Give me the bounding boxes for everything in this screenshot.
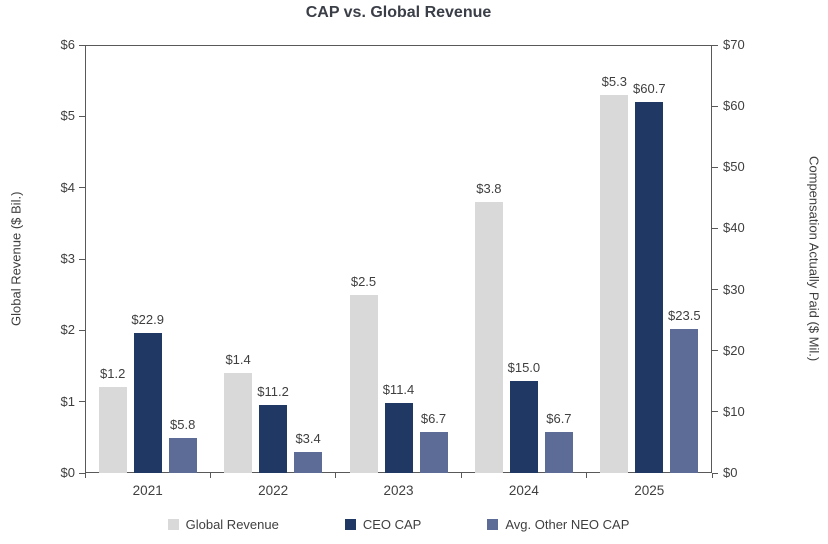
bar-value-label: $3.8 [476, 180, 502, 196]
left-axis-tick-label: $0 [60, 465, 75, 480]
right-axis-tick-label: $40 [723, 220, 745, 236]
x-axis-tick [586, 473, 588, 478]
right-axis-tick-label: $20 [723, 342, 745, 358]
right-axis-tick [712, 166, 718, 168]
x-axis-tick [711, 473, 713, 478]
bar-value-label: $23.5 [668, 308, 701, 324]
left-axis-tick [79, 472, 85, 474]
bar-value-label: $1.4 [225, 352, 251, 368]
legend: Global Revenue CEO CAP Avg. Other NEO CAP [85, 517, 712, 532]
right-axis-tick-label: $60 [723, 98, 745, 114]
bar-ceo-cap [635, 101, 664, 473]
left-axis-tick [79, 115, 85, 117]
x-axis-category-label: 2022 [258, 483, 289, 498]
bar-avg-other-neo-cap [294, 452, 323, 473]
bar-value-label: $2.5 [350, 273, 377, 289]
left-axis-tick [79, 401, 85, 403]
bar-global-revenue [224, 373, 253, 473]
legend-item-global-revenue: Global Revenue [167, 517, 279, 532]
right-axis-tick-label: $70 [723, 37, 745, 52]
legend-label: CEO CAP [362, 517, 422, 532]
bar-ceo-cap [509, 381, 538, 473]
bar-value-label: $6.7 [420, 411, 447, 427]
bar-value-label: $5.3 [601, 73, 627, 89]
bar-global-revenue [600, 94, 629, 473]
right-axis-tick [712, 472, 718, 474]
left-axis-tick-label: $3 [60, 251, 75, 266]
bar-value-label: $11.4 [382, 382, 415, 398]
bar-value-label: $6.7 [546, 411, 572, 427]
left-axis-tick [79, 44, 85, 46]
left-axis-tick-label: $6 [60, 37, 75, 52]
bar-value-label: $15.0 [507, 360, 541, 376]
x-axis-category-label: 2021 [132, 483, 163, 498]
bar-value-label: $5.8 [170, 416, 196, 432]
legend-label: Avg. Other NEO CAP [505, 517, 630, 532]
right-axis-tick [712, 44, 718, 46]
left-axis-tick-label: $1 [60, 393, 75, 409]
right-axis-tick [712, 227, 718, 229]
left-axis-tick [79, 258, 85, 260]
bar-value-label: $60.7 [633, 80, 666, 96]
legend-label: Global Revenue [185, 517, 279, 532]
legend-swatch-icon [167, 519, 179, 530]
right-axis-tick-label: $10 [723, 403, 745, 419]
bar-value-label: $3.4 [295, 431, 321, 447]
bar-value-label: $22.9 [131, 311, 164, 327]
bar-ceo-cap [259, 404, 288, 473]
bar-global-revenue [98, 387, 127, 473]
left-axis-tick-label: $5 [60, 108, 75, 124]
x-axis-category-label: 2025 [634, 483, 665, 498]
bar-avg-other-neo-cap [670, 329, 699, 473]
x-axis-tick [460, 473, 462, 478]
right-axis-title: Compensation Actually Paid ($ Mil.) [806, 156, 822, 362]
x-axis-tick [335, 473, 337, 478]
x-axis-tick [209, 473, 211, 478]
left-axis-tick-label: $4 [60, 179, 75, 195]
right-axis-tick [712, 350, 718, 352]
right-axis-tick [712, 105, 718, 107]
chart-title: CAP vs. Global Revenue [305, 4, 492, 21]
bar-avg-other-neo-cap [168, 437, 197, 473]
bar-avg-other-neo-cap [419, 432, 448, 473]
bar-global-revenue [474, 201, 503, 473]
legend-swatch-icon [487, 519, 499, 530]
right-axis-tick-label: $50 [723, 159, 745, 175]
left-axis-tick [79, 187, 85, 189]
legend-swatch-icon [344, 519, 356, 530]
left-axis-title: Global Revenue ($ Bil.) [8, 191, 24, 327]
legend-item-ceo-cap: CEO CAP [344, 517, 422, 532]
bar-value-label: $1.2 [100, 366, 126, 382]
x-axis-category-label: 2024 [508, 483, 539, 498]
right-axis-tick-label: $30 [723, 281, 745, 297]
left-axis-tick-label: $2 [60, 322, 75, 338]
right-axis-tick [712, 411, 718, 413]
legend-item-avg-other-neo-cap: Avg. Other NEO CAP [487, 517, 629, 532]
left-axis-tick [79, 329, 85, 331]
x-axis-tick [84, 473, 86, 478]
bar-global-revenue [349, 294, 378, 473]
x-axis-category-label: 2023 [383, 483, 414, 498]
bar-ceo-cap [133, 332, 162, 473]
bar-avg-other-neo-cap [544, 432, 573, 473]
bar-value-label: $11.2 [257, 383, 289, 399]
right-axis-tick [712, 289, 718, 291]
bar-ceo-cap [384, 403, 413, 473]
right-axis-tick-label: $0 [723, 465, 738, 480]
